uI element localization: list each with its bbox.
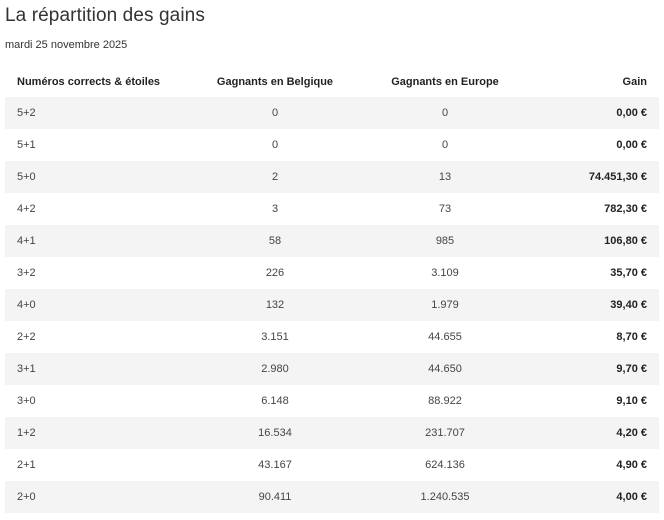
cell-belgium-winners: 132 (175, 289, 375, 321)
cell-belgium-winners: 58 (175, 225, 375, 257)
table-row: 1+2 16.534 231.707 4,20 € (5, 417, 659, 449)
cell-europe-winners: 3.109 (375, 257, 515, 289)
cell-numbers: 3+2 (5, 257, 175, 289)
cell-europe-winners: 624.136 (375, 449, 515, 481)
cell-belgium-winners: 6.148 (175, 385, 375, 417)
header-belgium-winners: Gagnants en Belgique (216, 76, 334, 88)
cell-belgium-winners: 3.151 (175, 321, 375, 353)
cell-numbers: 2+1 (5, 449, 175, 481)
cell-numbers: 5+0 (5, 161, 175, 193)
table-row: 2+0 90.411 1.240.535 4,00 € (5, 481, 659, 513)
table-row: 3+2 226 3.109 35,70 € (5, 257, 659, 289)
cell-belgium-winners: 3 (175, 193, 375, 225)
cell-belgium-winners: 90.411 (175, 481, 375, 513)
cell-belgium-winners: 16.534 (175, 417, 375, 449)
cell-gain: 39,40 € (515, 289, 659, 321)
table-row: 2+2 3.151 44.655 8,70 € (5, 321, 659, 353)
cell-gain: 4,00 € (515, 481, 659, 513)
header-numbers: Numéros corrects & étoiles (17, 76, 161, 88)
prize-breakdown-table: Numéros corrects & étoiles Gagnants en B… (5, 67, 659, 513)
table-row: 3+0 6.148 88.922 9,10 € (5, 385, 659, 417)
cell-gain: 106,80 € (515, 225, 659, 257)
cell-belgium-winners: 226 (175, 257, 375, 289)
cell-gain: 9,70 € (515, 353, 659, 385)
cell-gain: 782,30 € (515, 193, 659, 225)
cell-europe-winners: 44.655 (375, 321, 515, 353)
cell-gain: 8,70 € (515, 321, 659, 353)
cell-gain: 0,00 € (515, 97, 659, 129)
table-row: 4+2 3 73 782,30 € (5, 193, 659, 225)
table-row: 5+2 0 0 0,00 € (5, 97, 659, 129)
cell-numbers: 5+2 (5, 97, 175, 129)
cell-europe-winners: 13 (375, 161, 515, 193)
cell-gain: 4,20 € (515, 417, 659, 449)
cell-europe-winners: 73 (375, 193, 515, 225)
cell-gain: 9,10 € (515, 385, 659, 417)
table-row: 2+1 43.167 624.136 4,90 € (5, 449, 659, 481)
cell-belgium-winners: 2.980 (175, 353, 375, 385)
cell-europe-winners: 1.240.535 (375, 481, 515, 513)
table-row: 5+1 0 0 0,00 € (5, 129, 659, 161)
cell-europe-winners: 88.922 (375, 385, 515, 417)
cell-europe-winners: 0 (375, 97, 515, 129)
table-header-row: Numéros corrects & étoiles Gagnants en B… (5, 67, 659, 97)
cell-belgium-winners: 43.167 (175, 449, 375, 481)
header-gain: Gain (622, 76, 647, 88)
cell-europe-winners: 1.979 (375, 289, 515, 321)
header-europe-winners: Gagnants en Europe (391, 76, 499, 88)
cell-europe-winners: 44.650 (375, 353, 515, 385)
cell-gain: 0,00 € (515, 129, 659, 161)
table-row: 4+1 58 985 106,80 € (5, 225, 659, 257)
cell-numbers: 4+2 (5, 193, 175, 225)
cell-numbers: 1+2 (5, 417, 175, 449)
cell-europe-winners: 0 (375, 129, 515, 161)
cell-numbers: 3+1 (5, 353, 175, 385)
cell-numbers: 4+1 (5, 225, 175, 257)
cell-gain: 74.451,30 € (515, 161, 659, 193)
cell-numbers: 3+0 (5, 385, 175, 417)
page-title: La répartition des gains (5, 5, 205, 26)
draw-date: mardi 25 novembre 2025 (5, 39, 128, 51)
cell-gain: 4,90 € (515, 449, 659, 481)
cell-numbers: 2+2 (5, 321, 175, 353)
cell-numbers: 2+0 (5, 481, 175, 513)
cell-numbers: 5+1 (5, 129, 175, 161)
cell-belgium-winners: 2 (175, 161, 375, 193)
cell-numbers: 4+0 (5, 289, 175, 321)
table-row: 5+0 2 13 74.451,30 € (5, 161, 659, 193)
cell-europe-winners: 985 (375, 225, 515, 257)
table-row: 4+0 132 1.979 39,40 € (5, 289, 659, 321)
cell-belgium-winners: 0 (175, 129, 375, 161)
cell-gain: 35,70 € (515, 257, 659, 289)
table-row: 3+1 2.980 44.650 9,70 € (5, 353, 659, 385)
cell-belgium-winners: 0 (175, 97, 375, 129)
cell-europe-winners: 231.707 (375, 417, 515, 449)
